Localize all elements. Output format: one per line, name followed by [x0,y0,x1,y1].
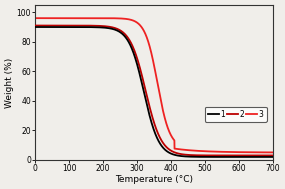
X-axis label: Temperature (°C): Temperature (°C) [115,175,193,184]
Legend: 1, 2, 3: 1, 2, 3 [205,107,267,122]
Y-axis label: Weight (%): Weight (%) [5,57,14,108]
